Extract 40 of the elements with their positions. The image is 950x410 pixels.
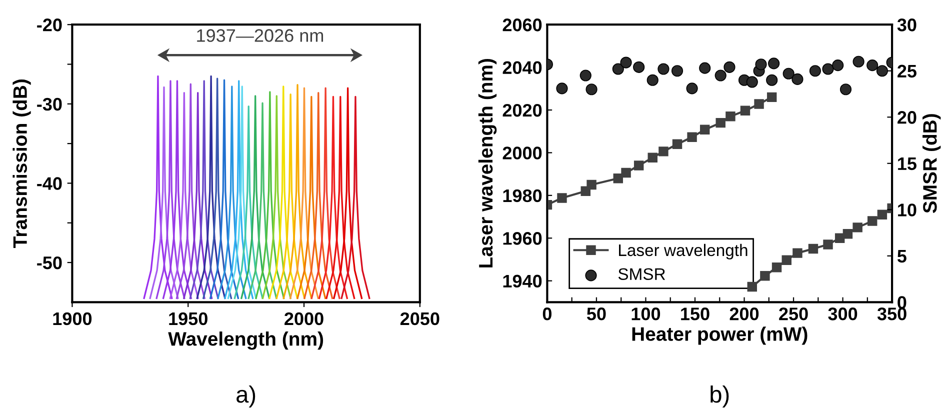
y-tick-label: 2040 [502,61,542,74]
x-tick-label: 2000 [284,312,324,326]
x-tick-label: 150 [681,308,710,320]
x-tick-label: 1900 [53,312,92,326]
y-tick-label: 2000 [502,146,542,160]
x-tick-label: 100 [632,308,660,320]
y2-tick-label: 5 [897,250,906,263]
y2-tick-label: 0 [898,296,906,309]
y-tick-label: -30 [37,98,62,111]
y-tick-label: -40 [37,177,62,190]
x-tick-label: 350 [877,308,906,320]
x-tick-label: 200 [730,308,759,320]
y2-tick-label: 25 [898,64,916,78]
y-tick-label: 2020 [502,104,542,117]
y-tick-label: 1960 [503,232,542,245]
x-tick-label: 300 [828,308,858,320]
x-tick-label: 250 [779,308,808,320]
x-tick-label: 2050 [400,312,440,326]
y-tick-label: 2060 [502,18,542,32]
y-tick-label: -50 [37,256,62,270]
y-tick-label: 1980 [503,189,542,202]
x-tick-label: 1950 [169,312,208,326]
legend-label: Laser wavelength [619,244,748,260]
annotation: 1937—2026 nm [197,29,324,42]
text: b) [710,385,729,408]
x-tick-label: 50 [586,308,606,320]
y-axis-title: Transmission (dB) [12,80,31,248]
x-tick-label: 0 [542,308,552,320]
y2-tick-label: 15 [898,158,916,170]
y2-axis-title: SMSR (dB) [922,114,941,214]
text: a) [236,385,256,408]
legend-label: SMSR [618,268,666,280]
y2-tick-label: 30 [897,18,916,32]
y2-tick-label: 20 [898,111,916,124]
x-axis-title: Heater power (mW) [632,326,808,345]
y-axis-title: Laser wavelength (nm) [478,58,497,268]
y-tick-label: -20 [37,18,62,32]
y-tick-label: 1940 [503,274,542,288]
x-axis-title: Wavelength (nm) [168,332,324,350]
y2-tick-label: 10 [898,204,916,216]
